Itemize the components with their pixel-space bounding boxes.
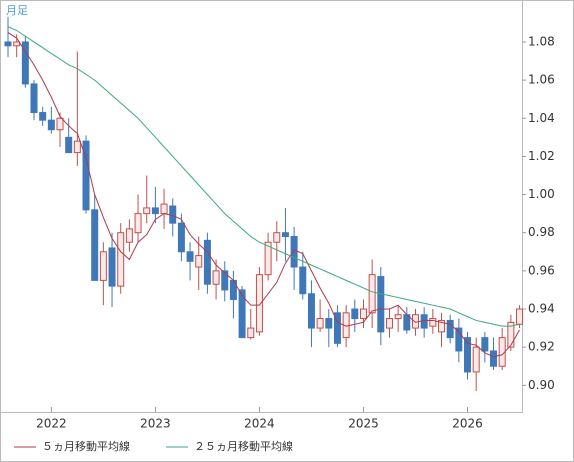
y-tick-label: 1.02 xyxy=(528,149,555,163)
candle-body xyxy=(394,314,402,320)
candle-body xyxy=(186,251,194,262)
candle-body xyxy=(125,228,133,243)
candle-body xyxy=(65,136,73,154)
candle-body xyxy=(490,350,498,367)
candle-body xyxy=(39,112,47,121)
candle-body xyxy=(238,289,246,339)
candle-body xyxy=(177,222,185,253)
y-tick-label: 1.04 xyxy=(528,111,555,125)
x-tick-label: 2025 xyxy=(348,417,379,431)
plot-area xyxy=(0,0,523,413)
candle-body xyxy=(82,140,90,211)
candle-body xyxy=(91,209,99,281)
candle-body xyxy=(99,251,107,281)
candle-body xyxy=(117,232,125,287)
y-tick-label: 1.06 xyxy=(528,73,555,87)
candle-body xyxy=(290,236,298,268)
legend-label: ５ヵ月移動平均線 xyxy=(42,439,130,453)
y-tick-label: 0.94 xyxy=(528,302,555,316)
x-tick-label: 2022 xyxy=(36,417,67,431)
chart-title: 月足 xyxy=(6,4,28,17)
candle-body xyxy=(108,247,116,287)
candle-body xyxy=(507,321,515,348)
candle-body xyxy=(472,346,480,373)
y-tick-label: 0.90 xyxy=(528,378,555,392)
candle-body xyxy=(333,312,341,344)
y-tick-label: 1.00 xyxy=(528,187,555,201)
candle-body xyxy=(221,270,229,291)
candle-body xyxy=(481,337,489,352)
y-tick-label: 0.98 xyxy=(528,225,555,239)
candle-body xyxy=(446,319,454,339)
candle-body xyxy=(281,232,289,238)
candle-body xyxy=(203,239,211,285)
x-tick-label: 2023 xyxy=(140,417,171,431)
legend-label: ２５ヵ月移動平均線 xyxy=(194,439,293,453)
x-tick-label: 2026 xyxy=(452,417,483,431)
candle-body xyxy=(255,274,263,333)
y-tick-label: 1.08 xyxy=(528,34,555,48)
moving-average-line xyxy=(7,26,520,327)
candle-body xyxy=(143,207,151,215)
candle-body xyxy=(264,241,272,276)
candle-body xyxy=(351,308,359,320)
candle-body xyxy=(307,293,315,329)
candle-body xyxy=(4,41,12,47)
candle-body xyxy=(429,318,437,327)
y-tick-label: 0.92 xyxy=(528,340,555,354)
candle-body xyxy=(464,337,472,373)
candle-body xyxy=(273,232,281,243)
candle-body xyxy=(56,117,64,131)
candle-body xyxy=(325,318,333,329)
candle-body xyxy=(151,207,159,215)
candle-body xyxy=(316,318,324,329)
candle-body xyxy=(134,213,142,234)
candle-body xyxy=(195,255,203,268)
candle-body xyxy=(438,319,445,333)
candle-body xyxy=(455,327,463,352)
candle-body xyxy=(377,276,385,333)
candle-body xyxy=(73,140,81,154)
y-tick-label: 0.96 xyxy=(528,263,555,277)
candle-body xyxy=(30,83,38,114)
candle-body xyxy=(368,274,376,314)
candle-body xyxy=(47,119,55,131)
candle-body xyxy=(385,318,393,329)
candle-body xyxy=(359,308,367,320)
candle-body xyxy=(13,41,21,47)
x-tick-label: 2024 xyxy=(244,417,275,431)
moving-average-line xyxy=(7,32,520,358)
candle-body xyxy=(160,203,168,215)
candle-body xyxy=(21,41,29,85)
candle-body xyxy=(212,270,220,285)
candle-body xyxy=(516,308,524,325)
candle-body xyxy=(299,266,307,295)
candle-body xyxy=(247,327,255,339)
